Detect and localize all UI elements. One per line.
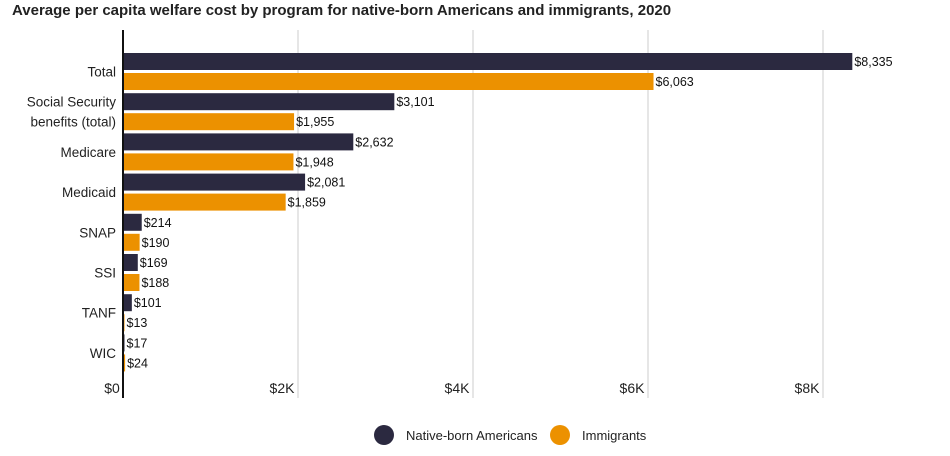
legend-swatch-immigrants [550, 425, 570, 445]
bar [123, 254, 138, 271]
chart-title: Average per capita welfare cost by progr… [12, 2, 672, 19]
legend-item-native-born: Native-born Americans [374, 425, 538, 445]
bar [123, 153, 294, 171]
legend: Native-born Americans Immigrants [0, 425, 950, 449]
data-label: $101 [134, 296, 162, 310]
category-label: Medicaid [62, 185, 116, 200]
bar-chart: $0 $2K $4K $6K $8K $8,335 $6,063 Total $3,101 $1,… [27, 30, 893, 398]
category-label: Medicare [60, 145, 116, 160]
bar [123, 53, 853, 70]
category-label: Total [87, 65, 116, 80]
data-label: $214 [144, 216, 172, 230]
x-tick-label: $6K [620, 380, 646, 396]
data-label: $1,955 [296, 115, 334, 129]
bar [123, 173, 306, 191]
category-label: Social Security benefits (total) [27, 95, 117, 130]
data-label: $1,859 [288, 196, 326, 210]
x-tick-label: $8K [795, 380, 821, 396]
data-label: $8,335 [854, 55, 892, 69]
x-tick-label: $4K [445, 380, 471, 396]
data-label: $2,632 [355, 135, 393, 149]
data-label: $13 [127, 316, 148, 330]
legend-label-immigrants: Immigrants [582, 427, 647, 443]
data-label: $1,948 [295, 155, 333, 169]
bar [123, 354, 126, 372]
data-label: $2,081 [307, 176, 345, 190]
data-label: $188 [141, 276, 169, 290]
bar [123, 73, 654, 90]
bar [123, 193, 286, 211]
category-label: TANF [82, 306, 116, 321]
x-tick-label: $0 [104, 380, 120, 396]
bar [123, 294, 132, 312]
data-label: $190 [142, 236, 170, 250]
data-label: $169 [140, 256, 168, 270]
legend-item-immigrants: Immigrants [550, 425, 646, 445]
bar [123, 133, 354, 151]
legend-swatch-native-born [374, 425, 394, 445]
category-label: WIC [90, 346, 116, 361]
category-label: SSI [94, 266, 116, 281]
bar [123, 213, 142, 231]
bar [123, 274, 140, 291]
legend-label-native-born: Native-born Americans [406, 427, 538, 443]
data-label: $3,101 [396, 95, 434, 109]
bar [123, 93, 395, 111]
data-label: $6,063 [656, 75, 694, 89]
data-label: $17 [127, 336, 148, 350]
x-tick-label: $2K [270, 380, 296, 396]
data-label: $24 [127, 356, 148, 370]
bar [123, 233, 140, 251]
bar [123, 113, 295, 131]
category-label: SNAP [79, 225, 116, 240]
